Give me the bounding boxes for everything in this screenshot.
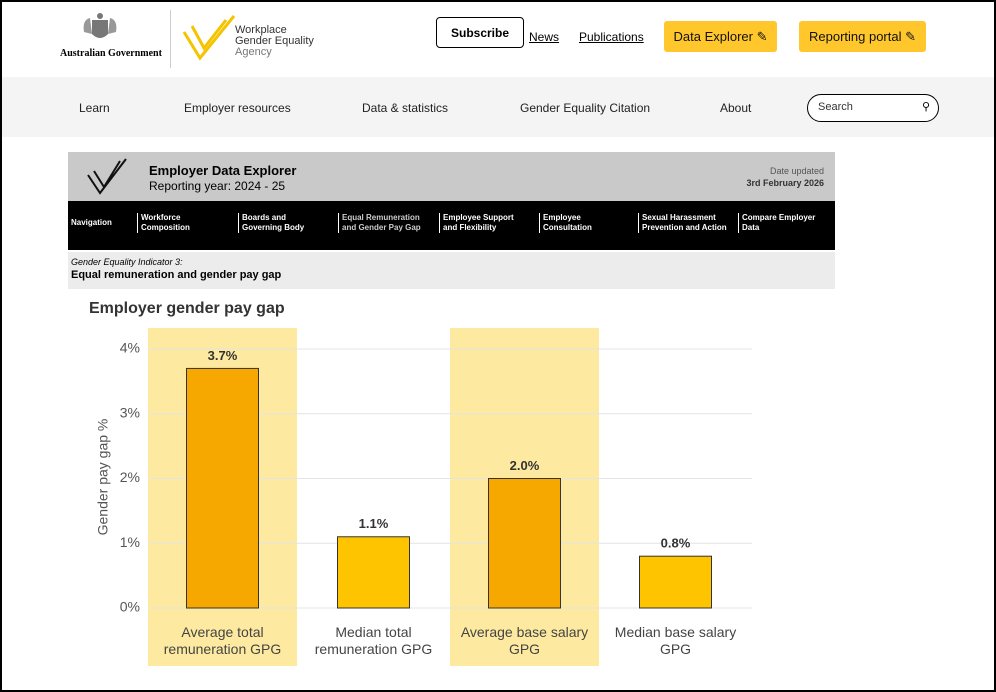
y-tick-label: 4%: [120, 340, 140, 356]
publications-link[interactable]: Publications: [579, 30, 644, 44]
nav-item[interactable]: Gender Equality Citation: [520, 101, 651, 115]
tab-line: Navigation: [71, 218, 112, 227]
y-tick-label: 0%: [120, 599, 140, 615]
value-label: 1.1%: [359, 516, 389, 531]
x-tick-label: Median base salary GPG: [614, 624, 737, 657]
x-tick-label: Average base salary GPG: [460, 624, 589, 657]
agency-name: Workplace Gender Equality Agency: [235, 25, 314, 58]
nav-item[interactable]: Data & statistics: [362, 101, 449, 115]
news-link[interactable]: News: [529, 30, 560, 44]
y-tick-label: 2%: [120, 469, 140, 485]
date-label: Date updated: [769, 166, 824, 176]
tab-line: Prevention and Action: [642, 223, 727, 232]
indicator-title: Equal remuneration and gender pay gap: [71, 269, 282, 281]
tab-line: Data: [742, 223, 760, 232]
y-tick-label: 1%: [120, 534, 140, 550]
divider: [170, 10, 171, 68]
tab[interactable]: Employee Support and Flexibility: [439, 213, 514, 233]
search-box[interactable]: Search ⚲: [807, 94, 939, 122]
button-label: Data Explorer: [673, 29, 753, 44]
agency-line: Agency: [235, 46, 272, 58]
value-label: 0.8%: [661, 536, 691, 551]
nav-item[interactable]: About: [720, 101, 752, 115]
agency-line: Gender Equality: [235, 35, 314, 47]
agency-line: Workplace: [235, 24, 287, 36]
reporting-portal-button[interactable]: Reporting portal ✎: [799, 21, 926, 52]
tab-line: Composition: [141, 223, 190, 232]
bar: [639, 555, 712, 609]
tab-line: Employee: [543, 213, 581, 222]
tab[interactable]: Navigation: [71, 218, 112, 228]
reporting-year: Reporting year: 2024 - 25: [149, 179, 286, 193]
search-placeholder: Search: [818, 101, 853, 113]
indicator-band: [68, 252, 835, 289]
value-label: 3.7%: [208, 348, 238, 363]
tab[interactable]: Compare Employer Data: [738, 213, 815, 233]
x-tick-label: Median total remuneration GPG: [314, 624, 433, 657]
tab-line: and Gender Pay Gap: [342, 223, 421, 232]
nav-item[interactable]: Learn: [79, 101, 110, 115]
bar: [488, 478, 561, 609]
tab[interactable]: Sexual Harassment Prevention and Action: [638, 213, 727, 233]
tab-line: Workforce: [141, 213, 181, 222]
explorer-logo: [87, 158, 127, 195]
nav-item[interactable]: Employer resources: [184, 101, 291, 115]
bar: [186, 367, 259, 609]
data-explorer-button[interactable]: Data Explorer ✎: [664, 21, 777, 52]
tab[interactable]: Employee Consultation: [539, 213, 592, 233]
search-icon: ⚲: [921, 101, 930, 113]
gov-name: Australian Government: [60, 48, 162, 59]
tab-line: and Flexibility: [443, 223, 497, 232]
bar: [337, 536, 410, 609]
tab-bar: [68, 201, 835, 250]
tab[interactable]: Boards and Governing Body: [238, 213, 304, 233]
tab-line: Compare Employer: [742, 213, 816, 222]
explorer-header: [68, 152, 835, 201]
tab-line: Employee Support: [443, 213, 514, 222]
date-value: 3rd February 2026: [746, 178, 824, 188]
y-tick-label: 3%: [120, 404, 140, 420]
value-label: 2.0%: [510, 458, 540, 473]
x-tick-label: Average total remuneration GPG: [163, 624, 282, 657]
tab-line: Governing Body: [242, 223, 305, 232]
y-axis-label: Gender pay gap %: [95, 419, 111, 536]
subscribe-button[interactable]: Subscribe: [436, 17, 524, 48]
tab[interactable]: Workforce Composition: [137, 213, 190, 233]
tab-line: Equal Remuneration: [342, 213, 420, 222]
explorer-title: Employer Data Explorer: [149, 163, 297, 178]
button-label: Reporting portal: [808, 29, 902, 44]
tab[interactable]: Equal Remuneration and Gender Pay Gap: [338, 213, 421, 233]
coat-of-arms: [83, 13, 117, 38]
indicator-label: Gender Equality Indicator 3:: [71, 257, 183, 267]
tab-line: Boards and: [242, 213, 287, 222]
chart-title: Employer gender pay gap: [89, 300, 285, 317]
tab-line: Sexual Harassment: [642, 213, 716, 222]
tab-line: Consultation: [543, 223, 592, 232]
agency-logo: [182, 15, 236, 61]
